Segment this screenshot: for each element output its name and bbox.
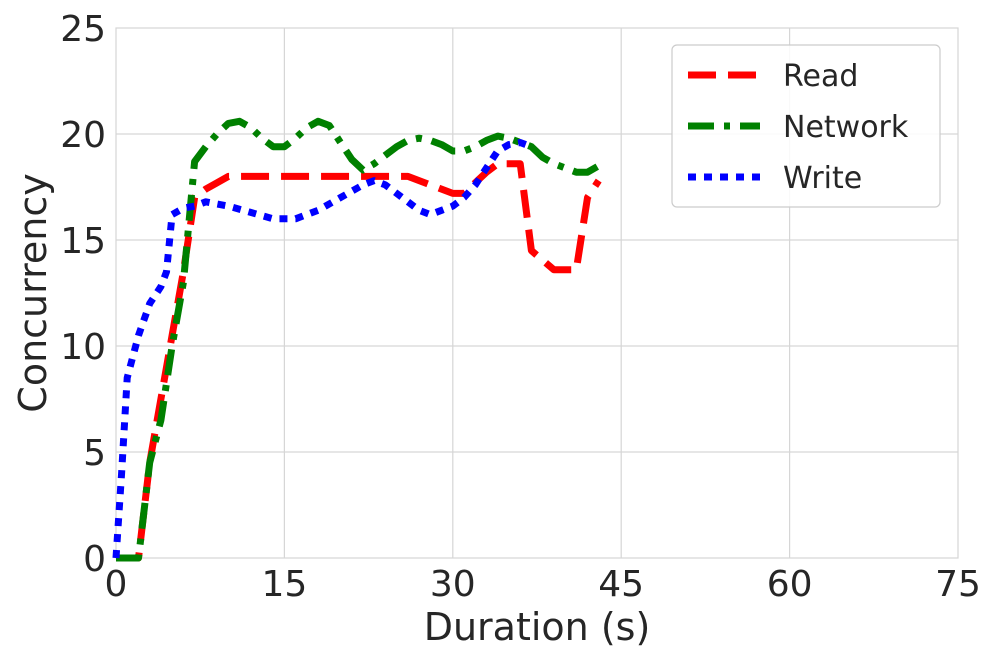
x-axis-label: Duration (s) xyxy=(424,605,651,649)
x-tick-label: 45 xyxy=(598,564,644,605)
x-tick-labels: 0 15 30 45 60 75 xyxy=(105,564,981,605)
legend-label-write: Write xyxy=(783,161,862,196)
legend-label-network: Network xyxy=(783,110,909,145)
x-tick-label: 75 xyxy=(935,564,981,605)
series-line-network xyxy=(116,117,601,562)
legend-label-read: Read xyxy=(783,59,858,94)
y-tick-label: 25 xyxy=(60,9,106,50)
legend: Read Network Write xyxy=(671,44,941,208)
x-tick-label: 30 xyxy=(430,564,476,605)
y-tick-label: 5 xyxy=(83,433,106,474)
x-tick-label: 0 xyxy=(105,564,128,605)
x-tick-label: 60 xyxy=(767,564,813,605)
series-group xyxy=(112,117,602,562)
y-tick-label: 10 xyxy=(60,327,106,368)
y-tick-labels: 0 5 10 15 20 25 xyxy=(60,9,106,580)
y-tick-label: 0 xyxy=(83,539,106,580)
y-tick-label: 15 xyxy=(60,221,106,262)
x-tick-label: 15 xyxy=(261,564,307,605)
y-axis-label: Concurrency xyxy=(11,173,55,412)
y-tick-label: 20 xyxy=(60,115,106,156)
grid xyxy=(116,28,958,558)
legend-box xyxy=(671,44,941,208)
